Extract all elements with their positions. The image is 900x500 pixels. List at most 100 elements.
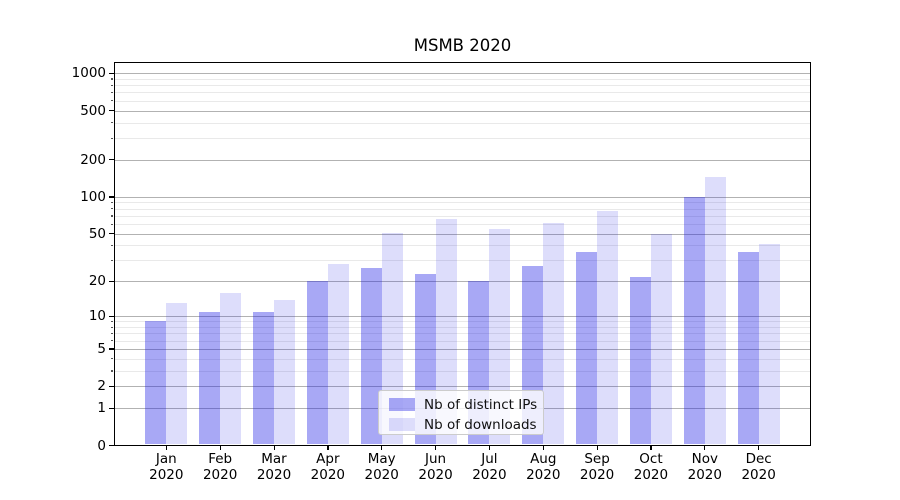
- y-tick: [109, 407, 114, 409]
- gridline-major: [114, 386, 810, 388]
- gridline-major: [114, 348, 810, 350]
- y-minor-tick: [110, 326, 114, 328]
- y-tick: [109, 385, 114, 387]
- gridline-major: [114, 110, 810, 112]
- y-minor-tick: [110, 208, 114, 210]
- gridline-major: [114, 281, 810, 283]
- x-tick: [381, 445, 383, 450]
- y-tick-label: 2: [97, 378, 106, 395]
- x-tick: [327, 445, 329, 450]
- x-tick: [435, 445, 437, 450]
- x-tick: [596, 445, 598, 450]
- legend: Nb of distinct IPs Nb of downloads: [378, 390, 544, 435]
- legend-label-downloads: Nb of downloads: [424, 416, 537, 433]
- x-tick-label: Mar 2020: [256, 451, 292, 483]
- gridline-minor: [114, 245, 810, 247]
- gridline-minor: [114, 138, 810, 140]
- y-tick-label: 500: [80, 102, 106, 119]
- legend-swatch-downloads: [389, 418, 415, 431]
- gridline-minor: [114, 215, 810, 217]
- bar: [576, 252, 598, 445]
- y-minor-tick: [110, 137, 114, 139]
- gridline-minor: [114, 202, 810, 204]
- gridline-major: [114, 159, 810, 161]
- gridline-minor: [114, 358, 810, 360]
- y-tick-label: 0: [97, 437, 106, 454]
- x-tick: [273, 445, 275, 450]
- legend-entry-downloads: Nb of downloads: [389, 416, 543, 433]
- bar: [543, 223, 565, 445]
- y-tick-label: 1: [97, 400, 106, 417]
- y-minor-tick: [110, 370, 114, 372]
- y-tick: [109, 315, 114, 317]
- bar: [199, 311, 221, 445]
- bar: [327, 264, 349, 445]
- chart-title: MSMB 2020: [413, 36, 512, 55]
- x-tick-label: Dec 2020: [741, 451, 776, 483]
- x-tick-label: Oct 2020: [633, 451, 669, 483]
- bar: [166, 303, 188, 445]
- y-tick-label: 20: [88, 273, 106, 290]
- bar: [253, 311, 274, 445]
- y-minor-tick: [110, 91, 114, 94]
- y-minor-tick: [110, 122, 114, 124]
- gridline-minor: [114, 78, 810, 80]
- gridline-minor: [114, 122, 810, 124]
- bar: [704, 176, 726, 445]
- legend-label-distinct-ips: Nb of distinct IPs: [424, 396, 538, 413]
- gridline-minor: [114, 321, 810, 323]
- y-minor-tick: [110, 340, 114, 342]
- y-minor-tick: [110, 100, 114, 102]
- gridline-major: [114, 73, 810, 75]
- y-minor-tick: [110, 84, 114, 86]
- y-tick: [109, 196, 114, 198]
- y-tick-label: 10: [88, 308, 106, 325]
- y-tick-label: 200: [80, 151, 106, 168]
- gridline-minor: [114, 333, 810, 335]
- y-tick: [109, 110, 114, 112]
- x-tick: [704, 445, 706, 450]
- y-minor-tick: [110, 215, 114, 217]
- legend-entry-distinct-ips: Nb of distinct IPs: [389, 396, 543, 413]
- y-minor-tick: [110, 332, 114, 335]
- y-minor-tick: [110, 223, 114, 225]
- x-tick-label: Nov 2020: [687, 451, 722, 483]
- y-tick: [109, 72, 114, 74]
- x-tick-label: May 2020: [364, 451, 399, 483]
- x-tick-label: Jun 2020: [418, 451, 453, 483]
- y-minor-tick: [110, 78, 114, 80]
- x-tick-label: Apr 2020: [310, 451, 346, 483]
- x-tick: [488, 445, 491, 450]
- y-tick-label: 1000: [71, 65, 106, 82]
- x-tick-label: Jan 2020: [149, 451, 184, 483]
- bar: [650, 233, 672, 445]
- legend-swatch-distinct-ips: [389, 398, 415, 411]
- y-tick-label: 100: [80, 188, 106, 205]
- bar: [629, 276, 651, 445]
- gridline-minor: [114, 100, 810, 102]
- x-tick: [542, 445, 544, 450]
- gridline-major: [114, 233, 810, 235]
- bar: [220, 292, 242, 445]
- y-minor-tick: [110, 259, 114, 262]
- gridline-minor: [114, 260, 810, 262]
- bar: [597, 211, 619, 445]
- x-tick-label: Feb 2020: [202, 451, 238, 483]
- y-tick: [109, 445, 114, 447]
- bar: [435, 218, 457, 445]
- y-minor-tick: [110, 358, 114, 360]
- gridline-minor: [114, 224, 810, 226]
- bar: [360, 267, 382, 445]
- x-tick: [758, 445, 760, 450]
- x-tick-label: Jul 2020: [472, 451, 507, 483]
- bar: [274, 299, 295, 445]
- y-minor-tick: [110, 244, 114, 247]
- gridline-minor: [114, 92, 810, 94]
- y-tick: [109, 280, 114, 283]
- gridline-minor: [114, 340, 810, 342]
- y-tick: [109, 233, 114, 235]
- bar: [683, 196, 705, 445]
- y-minor-tick: [110, 201, 114, 204]
- gridline-major: [114, 196, 810, 198]
